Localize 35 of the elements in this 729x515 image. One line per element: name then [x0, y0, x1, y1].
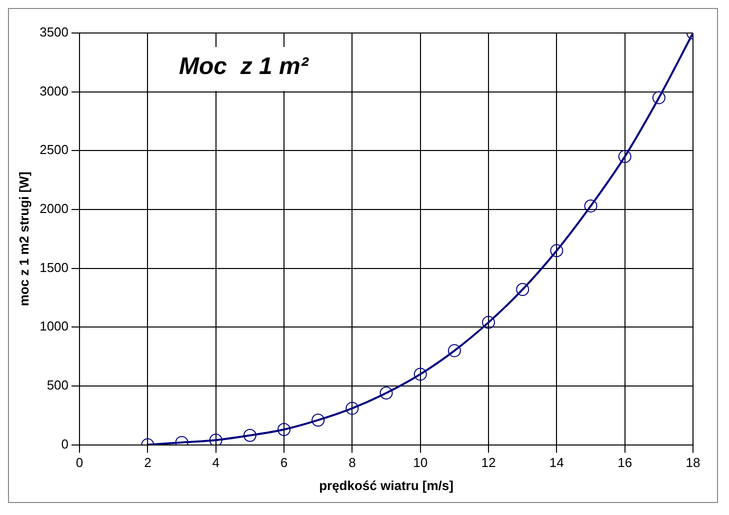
text: Moc z 1 m²	[159, 47, 338, 91]
x-tick-label: 18	[686, 455, 700, 470]
y-tick-label: 3000	[40, 83, 69, 98]
y-tick-label: 2500	[40, 142, 69, 158]
x-axis-title: prędkość wiatru [m/s]	[319, 478, 454, 493]
y-axis-title: moc z 1 m2 strugi [W]	[16, 172, 32, 306]
x-tick-label: 12	[481, 455, 496, 470]
x-tick-label: 16	[618, 455, 632, 470]
point	[550, 244, 564, 258]
x-tick-label: 6	[280, 455, 288, 470]
point	[516, 282, 530, 296]
point	[618, 150, 632, 164]
y-tick-label: 500	[46, 378, 69, 393]
point	[482, 316, 496, 329]
x-tick-label: 10	[413, 455, 428, 470]
point	[584, 199, 598, 212]
point	[346, 402, 359, 415]
y-tick-label: 1500	[40, 260, 69, 275]
point	[209, 434, 222, 445]
point	[380, 386, 393, 400]
y-tick-label: 3500	[40, 24, 69, 40]
y-tick-label: 2000	[40, 201, 69, 216]
point	[312, 414, 325, 427]
point	[448, 344, 461, 358]
point	[652, 91, 666, 104]
x-tick-label: 4	[212, 455, 220, 470]
point	[243, 428, 256, 442]
x-tick-label: 0	[76, 455, 84, 470]
y-tick-label: 1000	[40, 318, 69, 334]
x-tick-label: 8	[348, 455, 356, 470]
x-tick-label: 2	[144, 455, 152, 470]
point	[278, 423, 291, 436]
y-tick-label: 0	[61, 436, 69, 452]
x-tick-label: 14	[549, 455, 564, 470]
point	[414, 368, 427, 381]
